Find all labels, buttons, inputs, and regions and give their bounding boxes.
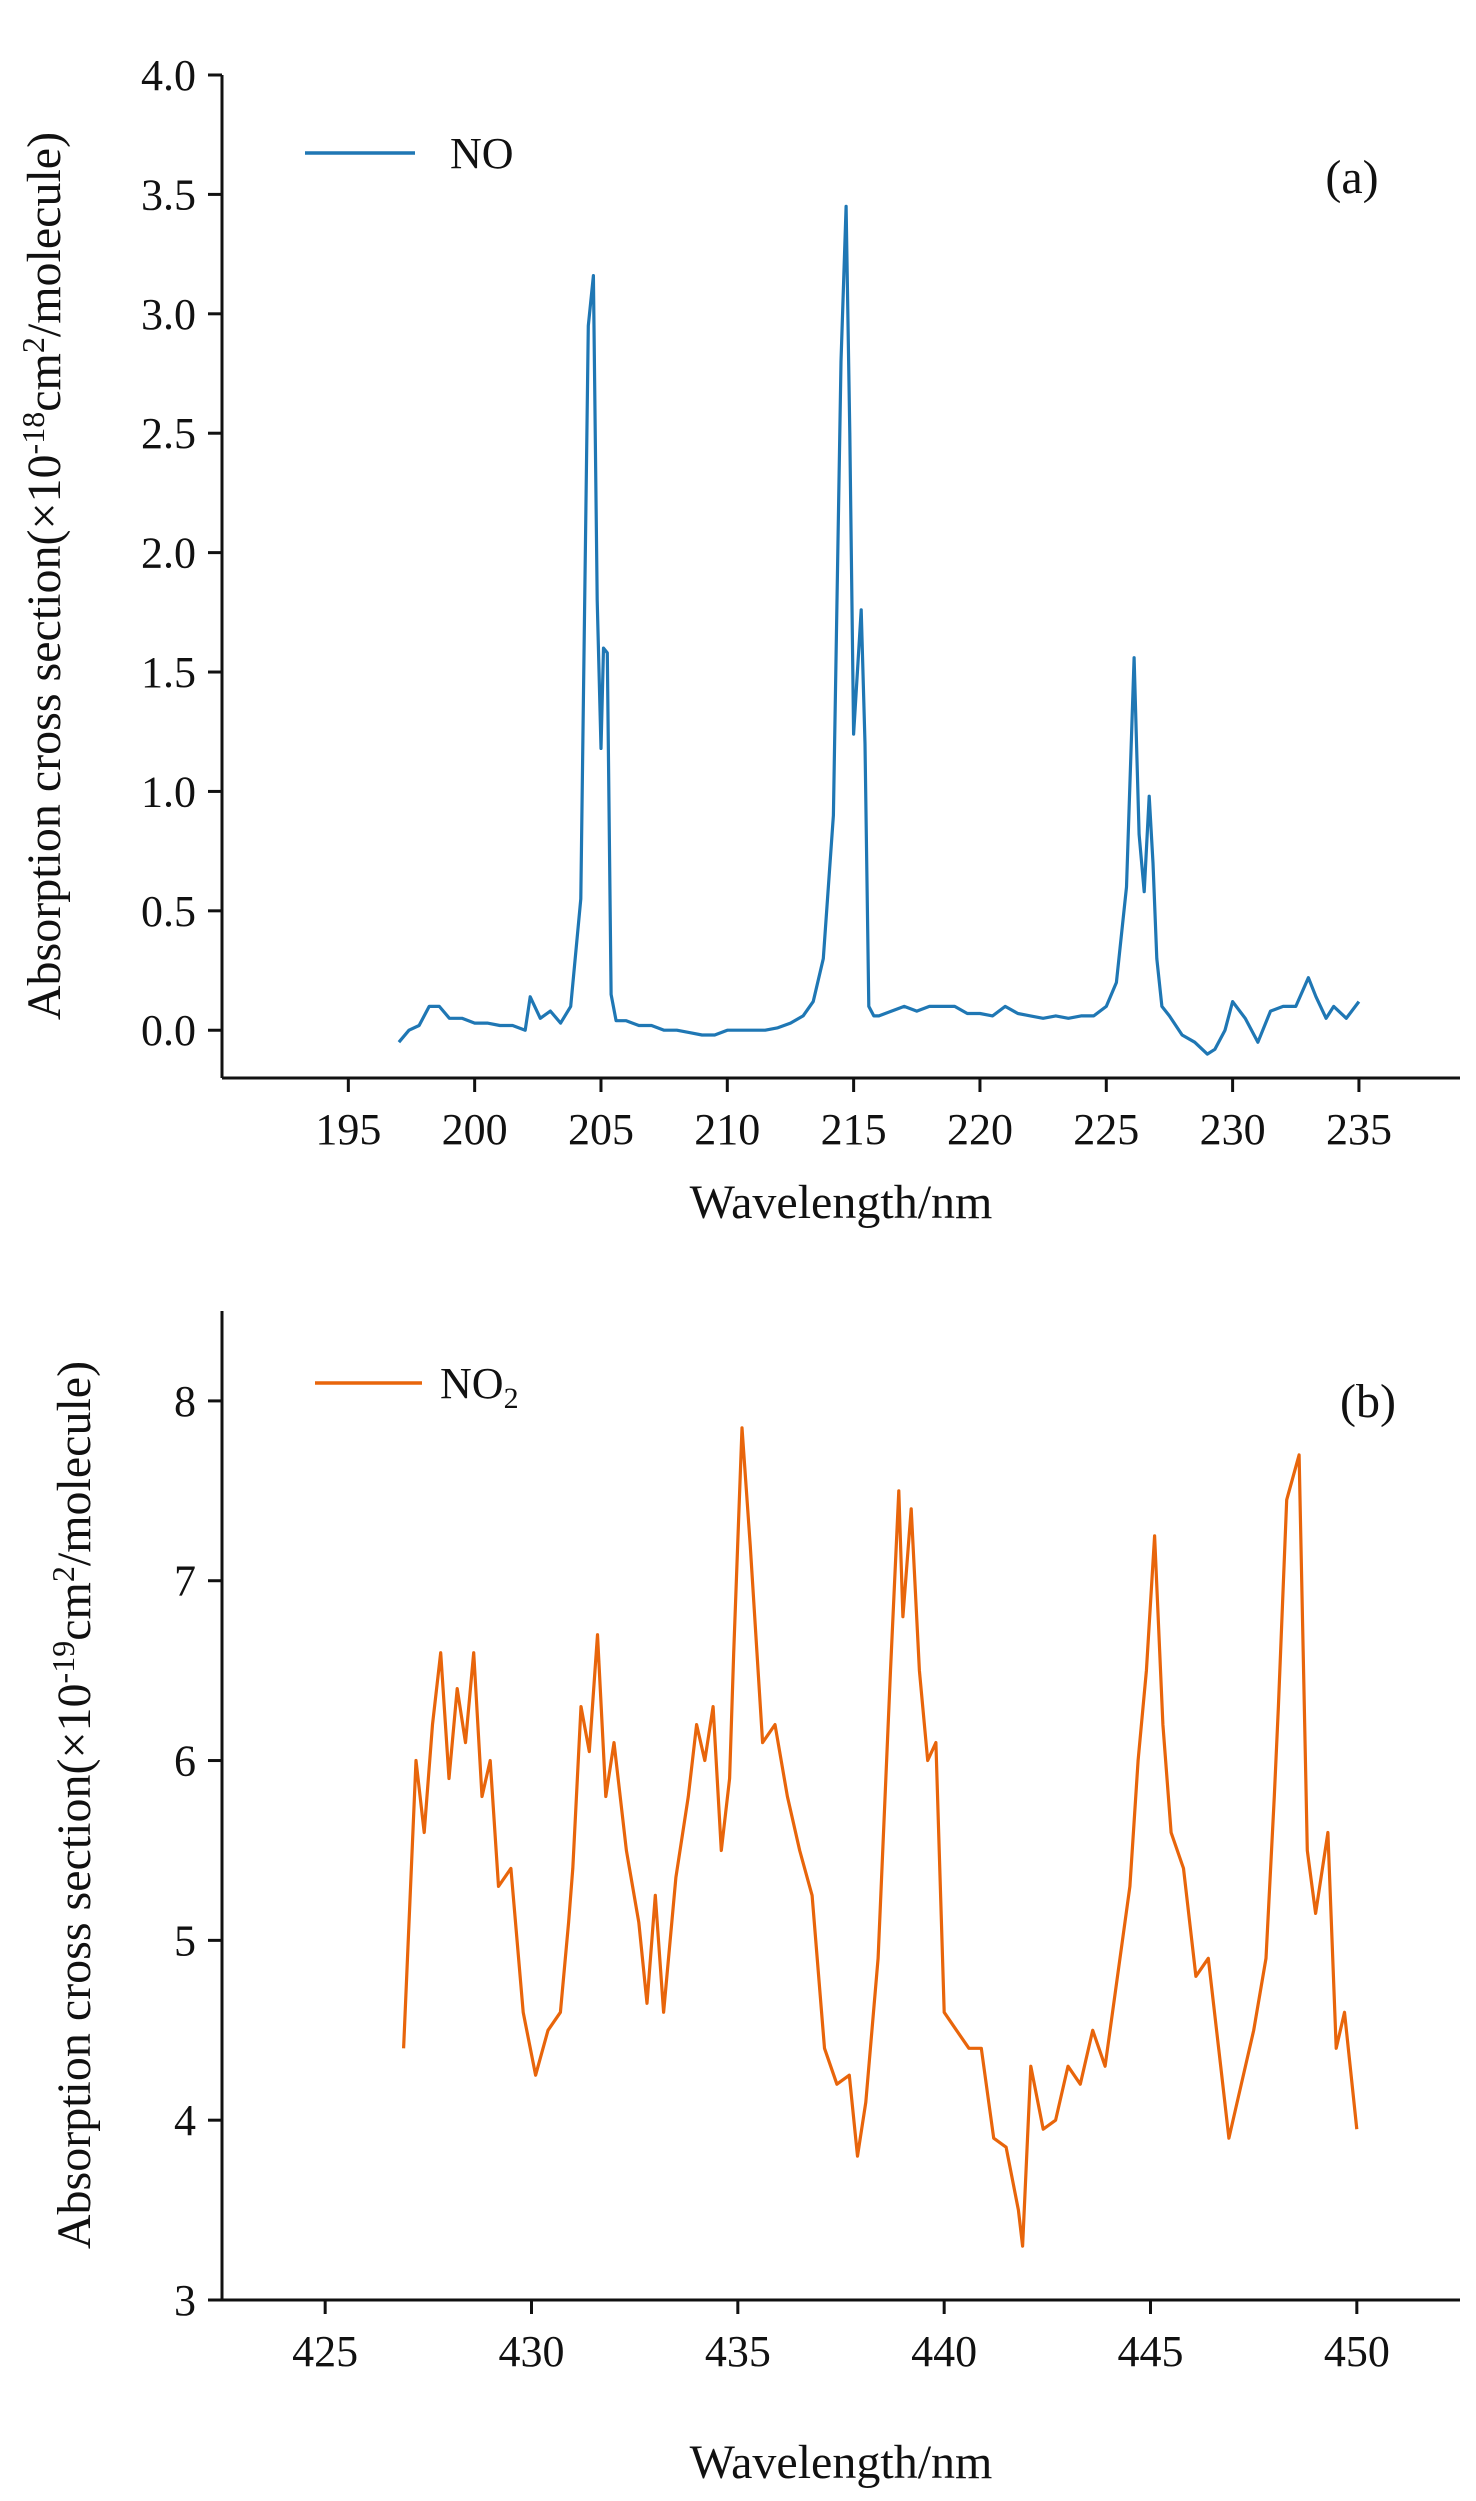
y-tick-label: 8 <box>174 1377 196 1426</box>
x-tick-label: 445 <box>1118 2327 1184 2376</box>
x-tick-label: 440 <box>911 2327 977 2376</box>
y-tick-label: 1.0 <box>141 767 196 816</box>
panel-label: (b) <box>1340 1375 1396 1428</box>
y-tick-label: 3.5 <box>141 170 196 219</box>
y-tick-label: 3 <box>174 2276 196 2325</box>
x-tick-label: 235 <box>1326 1105 1392 1154</box>
y-tick-label: 0.5 <box>141 887 196 936</box>
x-tick-label: 215 <box>821 1105 887 1154</box>
y-tick-label: 6 <box>174 1737 196 1786</box>
series-line-no <box>397 204 1361 1056</box>
series-line-no2 <box>402 1426 1359 2248</box>
y-tick-label: 2.5 <box>141 409 196 458</box>
x-tick-label: 205 <box>568 1105 634 1154</box>
chart-panel-b: 3 4 5 6 7 8 425 430 435 440 445 450 Wavelength/nm Abs… <box>45 1311 1460 2489</box>
y-axis-title: Absorption cross section(×10-19cm2/molec… <box>45 1361 101 2249</box>
y-tick-label: 0.0 <box>141 1006 196 1055</box>
panel-label: (a) <box>1325 151 1378 204</box>
x-tick-label: 230 <box>1200 1105 1266 1154</box>
y-tick-label: 2.0 <box>141 529 196 578</box>
y-tick-label: 3.0 <box>141 290 196 339</box>
x-tick-label: 200 <box>442 1105 508 1154</box>
x-tick-label: 195 <box>315 1105 381 1154</box>
x-tick-label: 220 <box>947 1105 1013 1154</box>
y-axis-title: Absorption cross section(×10-18cm2/molec… <box>15 132 71 1020</box>
y-tick-label: 7 <box>174 1557 196 1606</box>
x-tick-label: 210 <box>694 1105 760 1154</box>
y-tick-label: 4 <box>174 2096 196 2145</box>
x-tick-label: 425 <box>292 2327 358 2376</box>
y-tick-label: 4.0 <box>141 51 196 100</box>
chart-panel-a: 0.0 0.5 1.0 1.5 2.0 2.5 3.0 3.5 4.0 195 200 205 210 2… <box>15 51 1460 1229</box>
y-tick-label: 5 <box>174 1916 196 1965</box>
x-axis-title: Wavelength/nm <box>690 2436 993 2489</box>
legend-label: NO2 <box>440 1359 519 1415</box>
y-tick-label: 1.5 <box>141 648 196 697</box>
x-tick-label: 225 <box>1073 1105 1139 1154</box>
legend-label: NO <box>450 129 514 178</box>
x-tick-label: 435 <box>705 2327 771 2376</box>
x-tick-label: 450 <box>1324 2327 1390 2376</box>
x-axis-title: Wavelength/nm <box>690 1176 993 1229</box>
x-tick-label: 430 <box>499 2327 565 2376</box>
